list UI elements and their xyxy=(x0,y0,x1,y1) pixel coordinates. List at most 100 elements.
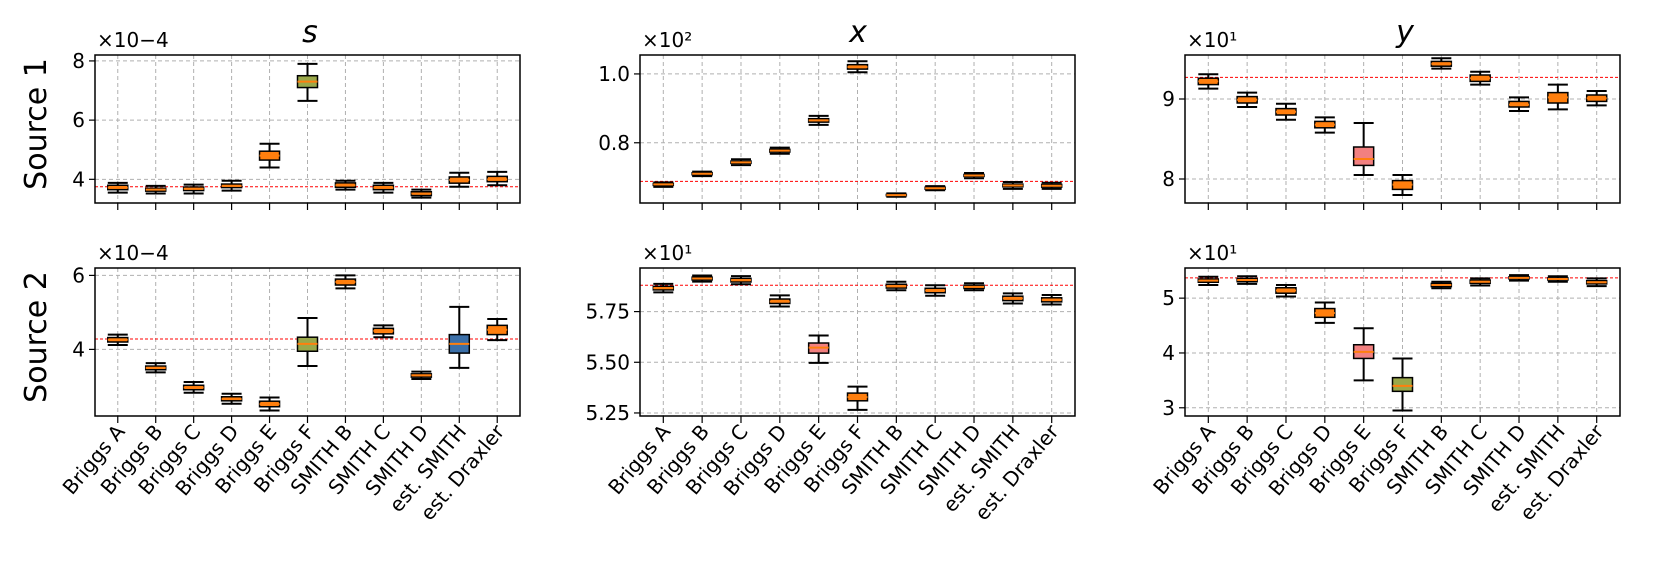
box-briggs-d xyxy=(1314,301,1336,324)
box-est-smith xyxy=(1002,292,1024,305)
box-briggs-e xyxy=(258,142,281,169)
axis-multiplier: ×10¹ xyxy=(1187,28,1237,52)
box-briggs-b xyxy=(144,362,167,374)
box-briggs-a xyxy=(107,181,129,194)
y-tick-label: 5 xyxy=(1162,286,1175,310)
y-tick-label: 1.0 xyxy=(598,62,630,86)
y-tick-label: 5.25 xyxy=(585,401,630,425)
box-smith-b xyxy=(1430,57,1453,70)
y-tick-label: 6 xyxy=(72,263,85,287)
axes-frame xyxy=(1184,54,1621,204)
box-briggs-e xyxy=(258,396,281,412)
box-briggs-d xyxy=(769,294,791,308)
box-briggs-c xyxy=(1275,102,1297,121)
box-smith-b xyxy=(334,179,357,191)
box-smith-c xyxy=(1469,277,1491,287)
y-tick-label: 4 xyxy=(72,167,85,191)
panel-source-1-x: 0.8 1.0 ×10² xyxy=(598,28,1076,210)
box-smith-c xyxy=(372,181,395,194)
y-tick-label: 4 xyxy=(72,337,85,361)
box-smith-b xyxy=(334,274,357,290)
box-smith-d xyxy=(1508,274,1530,282)
box-smith-c xyxy=(1469,70,1491,86)
box-briggs-e xyxy=(1352,122,1375,176)
box-briggs-b xyxy=(1236,91,1258,108)
box-smith-d xyxy=(410,188,433,199)
box-briggs-a xyxy=(1197,275,1220,286)
box-est-smith xyxy=(448,305,471,369)
box-est-draxler xyxy=(1585,277,1608,288)
box-briggs-f xyxy=(846,60,869,74)
box-smith-b xyxy=(885,192,908,198)
axes-frame xyxy=(1184,267,1621,417)
box-briggs-f xyxy=(296,62,319,102)
box-briggs-d xyxy=(220,392,243,405)
box-briggs-a xyxy=(652,181,675,188)
box-smith-c xyxy=(372,324,395,339)
box-smith-c xyxy=(924,284,946,297)
axis-multiplier: ×10¹ xyxy=(1187,241,1237,265)
y-tick-label: 5.75 xyxy=(585,300,630,324)
box-briggs-c xyxy=(730,158,752,167)
panel-source-1-s: 4 6 8 ×10−4 xyxy=(72,28,521,210)
column-title-s: s xyxy=(302,15,318,50)
box-briggs-c xyxy=(182,183,205,195)
axes-frame xyxy=(639,54,1076,204)
box-briggs-e xyxy=(1352,327,1375,382)
axis-multiplier: ×10−4 xyxy=(97,28,169,52)
box-est-draxler xyxy=(1040,293,1063,306)
axes-frame xyxy=(94,54,521,204)
box-smith-b xyxy=(885,280,908,292)
box-iqr xyxy=(1352,146,1375,167)
axis-multiplier: ×10¹ xyxy=(642,241,692,265)
box-iqr xyxy=(1391,376,1414,393)
box-briggs-a xyxy=(1197,73,1220,90)
box-briggs-f xyxy=(296,316,319,368)
row-label-source-1: Source 1 xyxy=(19,58,54,190)
axes-frame xyxy=(639,267,1076,417)
box-briggs-a xyxy=(652,282,675,294)
box-briggs-d xyxy=(1314,116,1336,134)
box-briggs-a xyxy=(107,333,129,346)
box-briggs-f xyxy=(846,385,869,411)
y-tick-label: 4 xyxy=(1162,341,1175,365)
box-est-draxler xyxy=(1040,181,1063,190)
axis-multiplier: ×10² xyxy=(642,28,692,52)
box-est-smith xyxy=(1547,275,1569,283)
box-smith-d xyxy=(963,282,985,292)
box-est-draxler xyxy=(486,318,508,342)
box-briggs-f xyxy=(1391,357,1414,412)
axes-frame xyxy=(94,267,521,417)
box-smith-b xyxy=(1430,280,1453,290)
box-est-draxler xyxy=(1585,90,1608,107)
box-briggs-b xyxy=(691,170,713,178)
box-briggs-c xyxy=(1275,283,1297,298)
box-briggs-b xyxy=(691,274,713,283)
row-label-source-2: Source 2 xyxy=(19,271,54,403)
box-smith-d xyxy=(1508,96,1530,112)
y-tick-label: 0.8 xyxy=(598,131,630,155)
box-briggs-e xyxy=(807,114,830,126)
box-briggs-e xyxy=(807,334,830,364)
axis-multiplier: ×10−4 xyxy=(97,241,169,265)
box-briggs-d xyxy=(769,146,791,155)
box-briggs-b xyxy=(144,184,167,195)
box-est-smith xyxy=(1547,83,1569,111)
column-title-y: y xyxy=(1395,15,1415,50)
y-tick-label: 3 xyxy=(1162,396,1175,420)
panel-source-1-y: 8 9 ×10¹ xyxy=(1162,28,1621,210)
box-est-smith xyxy=(448,171,471,188)
box-smith-d xyxy=(410,370,433,380)
y-tick-label: 6 xyxy=(72,108,85,132)
box-briggs-d xyxy=(220,179,243,192)
box-briggs-c xyxy=(730,275,752,286)
column-title-x: x xyxy=(848,15,867,50)
y-tick-label: 5.50 xyxy=(585,350,630,374)
box-smith-d xyxy=(963,172,985,180)
box-est-smith xyxy=(1002,181,1024,190)
y-tick-label: 9 xyxy=(1162,87,1175,111)
box-smith-c xyxy=(924,185,946,192)
